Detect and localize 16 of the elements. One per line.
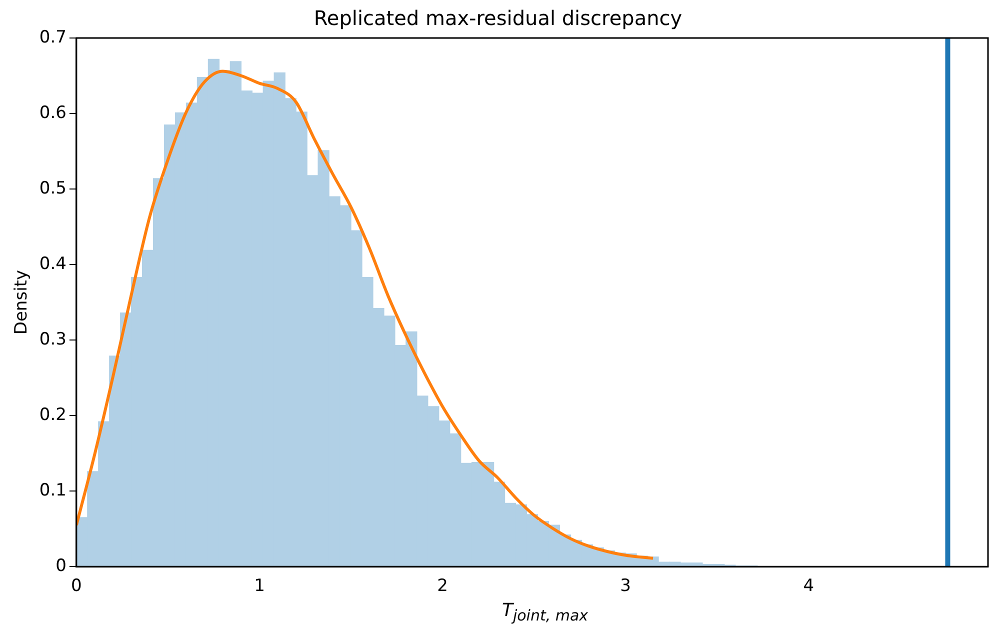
y-tick-label: 0.3 xyxy=(39,329,66,350)
x-tick-label: 4 xyxy=(803,576,814,596)
x-tick-label: 0 xyxy=(71,576,82,596)
x-tick-label: 3 xyxy=(620,576,631,596)
y-tick-label: 0.2 xyxy=(39,404,66,425)
y-tick-label: 0.7 xyxy=(39,27,66,48)
x-axis-title: T$_{joint, max}$ xyxy=(500,600,590,625)
y-axis-title: Density xyxy=(12,270,32,335)
y-tick-label: 0.6 xyxy=(39,102,66,123)
chart-title: Replicated max-residual discrepancy xyxy=(314,6,682,30)
y-tick-label: 0 xyxy=(56,556,66,576)
x-tick-label: 1 xyxy=(254,576,265,596)
y-tick-label: 0.5 xyxy=(39,178,66,198)
y-tick-label: 0.4 xyxy=(39,254,66,274)
y-tick-label: 0.1 xyxy=(39,480,66,501)
x-tick-label: 2 xyxy=(437,576,448,596)
